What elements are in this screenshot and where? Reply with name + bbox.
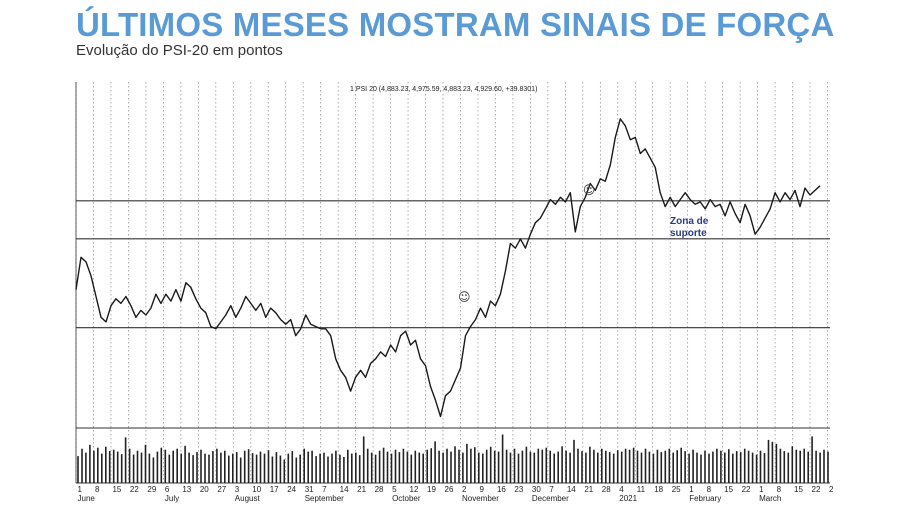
support-zone-label-line2: suporte — [670, 228, 707, 239]
x-tick-label: 25 — [672, 485, 681, 494]
x-tick-label: 29 — [147, 485, 156, 494]
x-tick-label: 2 — [829, 485, 834, 494]
x-tick-label: 26 — [445, 485, 454, 494]
chart-subtitle: Evolução do PSI-20 em pontos — [76, 42, 283, 59]
x-tick-label: 14 — [567, 485, 576, 494]
x-tick-label: 1 — [759, 485, 764, 494]
month-label: 2021 — [619, 494, 637, 503]
x-tick-label: 21 — [584, 485, 593, 494]
grid-lines — [75, 82, 830, 484]
smiley-icon: ☺ — [583, 183, 596, 197]
x-tick-label: 3 — [235, 485, 240, 494]
month-label: July — [165, 494, 179, 503]
month-label: November — [462, 494, 499, 503]
x-tick-label: 12 — [410, 485, 419, 494]
month-label: June — [78, 494, 96, 503]
x-tick-label: 5 — [392, 485, 397, 494]
month-label: December — [532, 494, 569, 503]
support-lines — [76, 200, 830, 329]
x-tick-label: 20 — [200, 485, 209, 494]
x-tick-label: 22 — [812, 485, 821, 494]
x-tick-label: 11 — [637, 485, 646, 494]
x-tick-label: 7 — [549, 485, 554, 494]
x-tick-label: 15 — [794, 485, 803, 494]
x-tick-label: 22 — [130, 485, 139, 494]
x-tick-label: 17 — [270, 485, 279, 494]
x-tick-label: 13 — [182, 485, 191, 494]
month-label: October — [392, 494, 421, 503]
x-tick-label: 22 — [742, 485, 751, 494]
x-tick-label: 19 — [427, 485, 436, 494]
x-tick-label: 15 — [724, 485, 733, 494]
x-tick-label: 27 — [217, 485, 226, 494]
x-tick-label: 6 — [165, 485, 170, 494]
x-tick-label: 30 — [532, 485, 541, 494]
x-tick-label: 8 — [707, 485, 712, 494]
x-tick-label: 1 — [78, 485, 83, 494]
psi20-line — [75, 118, 821, 418]
x-tick-label: 7 — [322, 485, 327, 494]
x-tick-label: 14 — [340, 485, 349, 494]
smiley-icon: ☺ — [458, 290, 471, 304]
month-label: September — [305, 494, 344, 503]
x-tick-label: 23 — [514, 485, 523, 494]
x-tick-label: 18 — [654, 485, 663, 494]
x-tick-label: 21 — [357, 485, 366, 494]
x-tick-label: 16 — [497, 485, 506, 494]
axis-labels: 1 8 15 22 29 6 13 20 27 3 10 17 24 31 7 14 21 28 5 12 19 26 2 9… — [78, 183, 835, 503]
chart-title: ÚLTIMOS MESES MOSTRAM SINAIS DE FORÇA — [76, 6, 835, 43]
x-tick-label: 15 — [112, 485, 121, 494]
month-label: March — [759, 494, 781, 503]
x-tick-label: 4 — [619, 485, 624, 494]
x-tick-label: 8 — [95, 485, 100, 494]
month-label: August — [235, 494, 261, 503]
x-tick-label: 10 — [252, 485, 261, 494]
x-tick-label: 2 — [462, 485, 467, 494]
series-legend: 1 PSI 20 (4,883.23, 4,975.59, 4,883.23, … — [350, 86, 537, 93]
x-tick-label: 24 — [287, 485, 296, 494]
month-label: February — [689, 494, 721, 503]
support-zone-label: Zona de — [670, 216, 709, 227]
x-tick-label: 31 — [305, 485, 314, 494]
x-tick-label: 9 — [479, 485, 484, 494]
volume-bars — [77, 434, 829, 483]
x-tick-label: 1 — [689, 485, 694, 494]
x-tick-label: 8 — [777, 485, 782, 494]
price-series — [75, 118, 821, 418]
x-tick-label: 28 — [375, 485, 384, 494]
x-tick-label: 28 — [602, 485, 611, 494]
